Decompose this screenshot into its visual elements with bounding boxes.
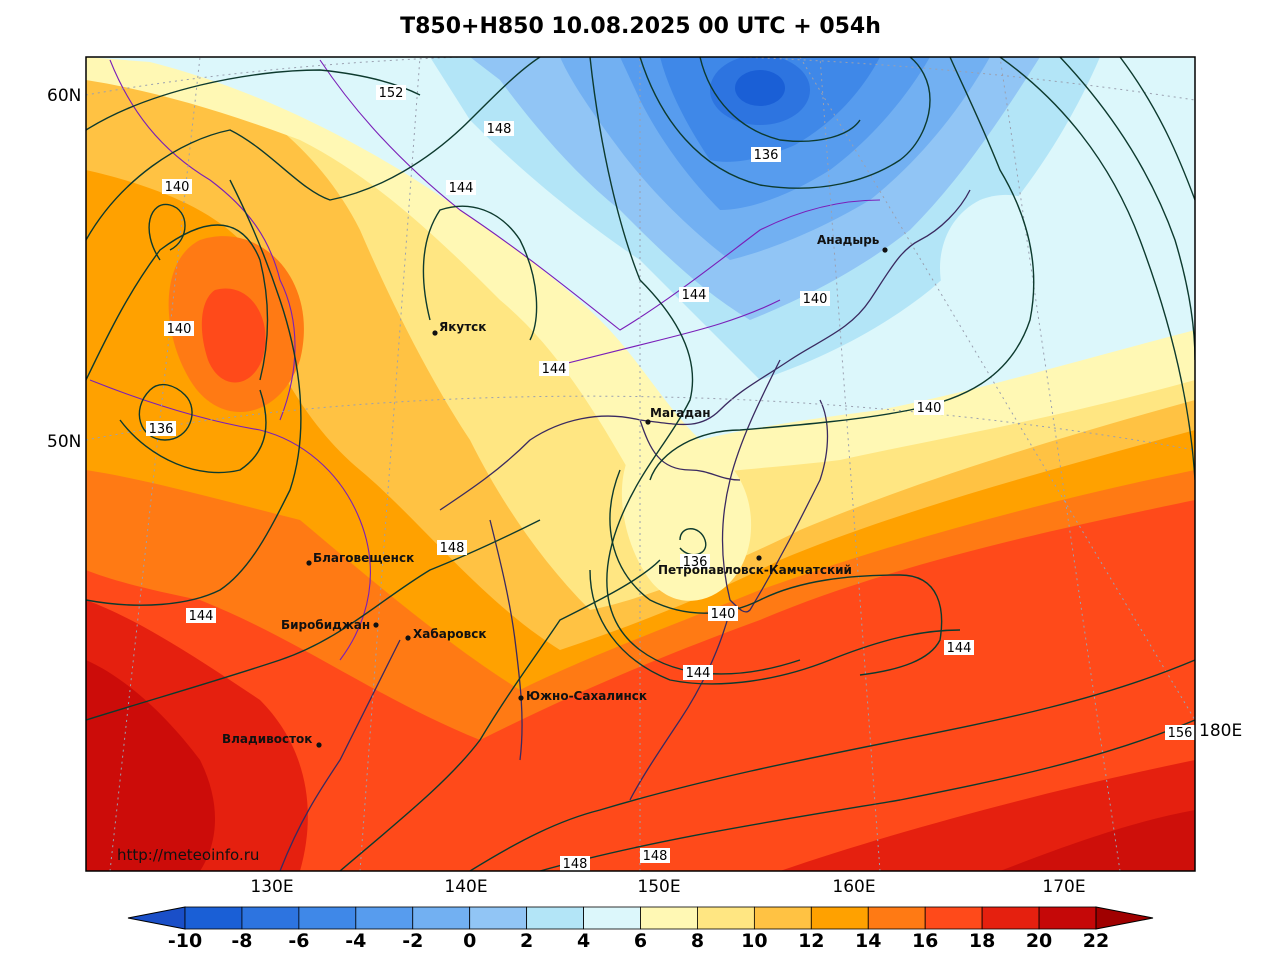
svg-text:140: 140 (165, 180, 190, 195)
colorbar-segment (241, 906, 300, 930)
colorbar-tick-label: -8 (231, 930, 253, 952)
svg-text:136: 136 (754, 148, 779, 163)
city-magadan: Магадан (645, 406, 711, 425)
graticule (86, 57, 1195, 871)
colorbar-tick-label: 6 (633, 930, 648, 952)
colorbar-tick-label: 0 (463, 930, 477, 952)
svg-text:Хабаровск: Хабаровск (413, 627, 487, 641)
colorbar-segment (924, 906, 983, 930)
colorbar-tick-label: 12 (798, 930, 825, 952)
city-yuzhno-sakhalinsk: Южно-Сахалинск (518, 689, 647, 703)
colorbar-segment (981, 906, 1040, 930)
colorbar-segment (810, 906, 869, 930)
lon-label-160e: 160E (832, 877, 876, 897)
svg-text:148: 148 (563, 857, 588, 872)
city-khabarovsk: Хабаровск (405, 627, 487, 641)
map-frame (85, 56, 1196, 872)
colorbar-tick-label: 10 (741, 930, 768, 952)
colorbar-tick-label: 20 (1025, 930, 1053, 952)
colorbar-segment (412, 906, 471, 930)
colorbar-tick-label: 16 (911, 930, 939, 952)
svg-text:156: 156 (1168, 726, 1193, 741)
svg-text:144: 144 (449, 181, 474, 196)
contour-labels: 152 148 144 140 136 144 140 144 136 140 … (146, 85, 1195, 872)
lat-label-60n: 60N (47, 86, 82, 106)
svg-text:Владивосток: Владивосток (222, 732, 312, 746)
colorbar-tick-label: 18 (968, 930, 996, 952)
colorbar-segment (355, 906, 414, 930)
svg-text:140: 140 (167, 322, 192, 337)
svg-text:144: 144 (542, 362, 567, 377)
city-birobidzhan: Биробиджан (281, 618, 379, 632)
map-title: T850+H850 10.08.2025 00 UTC + 054h (400, 14, 881, 39)
svg-text:144: 144 (189, 609, 214, 624)
temperature-field: 152 148 144 140 136 144 140 144 136 140 … (86, 57, 1195, 872)
svg-text:144: 144 (682, 288, 707, 303)
svg-text:140: 140 (917, 401, 942, 416)
svg-text:148: 148 (487, 122, 512, 137)
colorbar-segment (526, 906, 584, 930)
colorbar-segment (640, 906, 698, 930)
svg-text:140: 140 (803, 292, 828, 307)
colorbar-tick-label: 4 (576, 930, 591, 952)
lon-label-130e: 130E (250, 877, 294, 897)
lon-label-180e: 180E (1199, 721, 1243, 741)
svg-text:Биробиджан: Биробиджан (281, 618, 370, 632)
colorbar-tick-label: 8 (690, 930, 705, 952)
colorbar-segment (469, 906, 528, 930)
colorbar-segment (583, 906, 641, 930)
city-vladivostok: Владивосток (222, 732, 322, 748)
colorbar-segment (697, 906, 755, 930)
colorbar-tick-label: 22 (1082, 930, 1110, 952)
borders (89, 59, 881, 661)
colorbar-tick-label: -6 (288, 930, 310, 952)
svg-text:Анадырь: Анадырь (817, 233, 880, 247)
colorbar-tick-label: -4 (345, 930, 367, 952)
city-blagoveshchensk: Благовещенск (306, 551, 414, 566)
svg-text:Южно-Сахалинск: Южно-Сахалинск (526, 689, 647, 703)
lon-label-140e: 140E (444, 877, 488, 897)
svg-text:152: 152 (379, 86, 404, 101)
colorbar-high-arrow (1095, 906, 1154, 930)
colorbar-segment (867, 906, 926, 930)
coastlines (279, 189, 971, 871)
city-markers: Якутск Магадан Анадырь Благовещенск Биро… (222, 233, 888, 748)
svg-text:136: 136 (149, 422, 174, 437)
colorbar-segment (1038, 906, 1097, 930)
svg-text:Магадан: Магадан (650, 406, 711, 420)
svg-text:144: 144 (947, 641, 972, 656)
svg-text:148: 148 (643, 849, 668, 864)
source-watermark: http://meteoinfo.ru (117, 846, 260, 864)
colorbar-tick-label: -10 (167, 930, 203, 952)
colorbar (127, 906, 1154, 930)
colorbar-tick-label: -2 (402, 930, 424, 952)
lon-label-170e: 170E (1042, 877, 1086, 897)
lat-label-50n: 50N (47, 432, 82, 452)
colorbar-segment (753, 906, 812, 930)
lon-label-150e: 150E (637, 877, 681, 897)
svg-text:Якутск: Якутск (439, 320, 486, 334)
svg-text:136: 136 (683, 555, 708, 570)
city-anadyr: Анадырь (817, 233, 888, 253)
city-yakutsk: Якутск (432, 320, 486, 336)
height-contours (86, 57, 1195, 871)
colorbar-tick-label: 2 (520, 930, 534, 952)
colorbar-low-arrow (127, 906, 186, 930)
svg-text:148: 148 (440, 541, 465, 556)
city-petropavlovsk-kamchatsky: Петропавловск-Камчатский (658, 555, 852, 577)
colorbar-tick-label: 14 (855, 930, 882, 952)
colorbar-segment (184, 906, 243, 930)
colorbar-segment (298, 906, 357, 930)
svg-text:Петропавловск-Камчатский: Петропавловск-Камчатский (658, 563, 852, 577)
svg-text:140: 140 (711, 607, 736, 622)
svg-text:Благовещенск: Благовещенск (313, 551, 414, 565)
svg-text:144: 144 (686, 666, 711, 681)
